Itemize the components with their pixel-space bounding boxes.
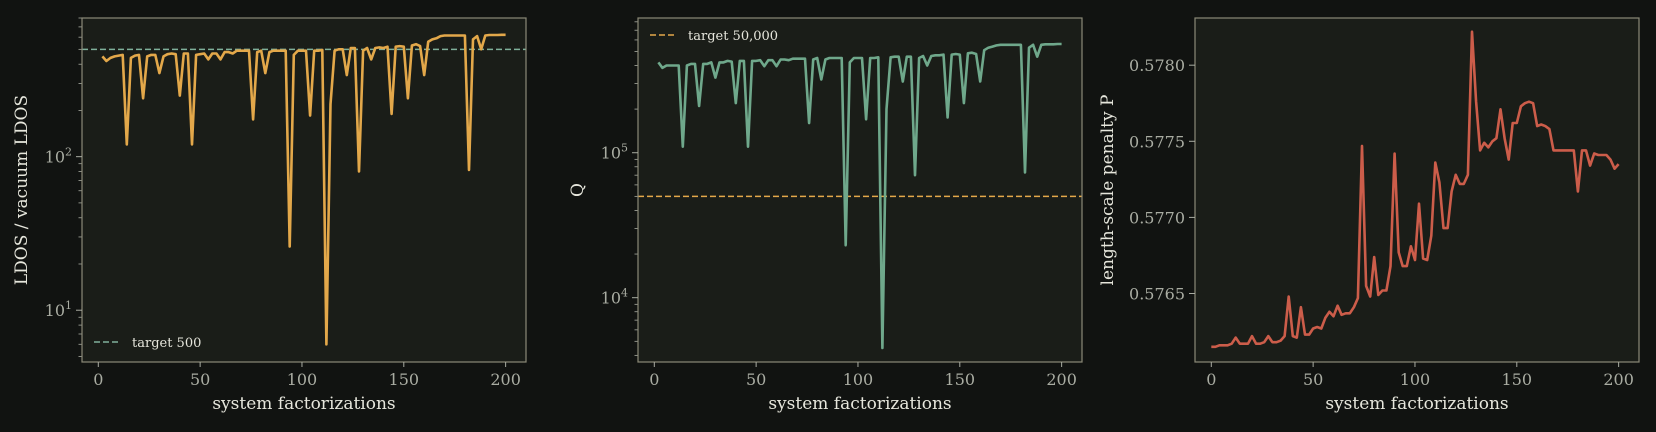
x-tick-label: 200 xyxy=(1603,370,1634,389)
tick-exponent: 4 xyxy=(621,287,628,300)
x-tick-label: 50 xyxy=(746,370,766,389)
x-tick-label: 0 xyxy=(93,370,103,389)
y-tick-label: 0.5775 xyxy=(1129,132,1185,151)
y-tick-label: 105 xyxy=(601,142,628,163)
y-axis-label: length-scale penalty P xyxy=(1098,95,1118,286)
x-axis-label: system factorizations xyxy=(1325,394,1508,414)
y-axis-label: Q xyxy=(568,183,588,197)
legend-label: target 50,000 xyxy=(688,29,778,44)
chart-panel-3: 0 50 100 150 200 0.5765 0.5770 0.5775 0.5780 syst… xyxy=(1098,17,1640,414)
tick-exponent: 5 xyxy=(621,142,628,155)
x-tick-label: 100 xyxy=(287,370,318,389)
x-tick-label: 100 xyxy=(1400,370,1431,389)
tick-base: 10 xyxy=(601,144,621,163)
y-tick-label: 104 xyxy=(601,287,628,308)
y-tick-label: 101 xyxy=(45,299,72,320)
x-tick-label: 50 xyxy=(1303,370,1323,389)
y-tick-label: 0.5770 xyxy=(1129,208,1185,227)
tick-base: 10 xyxy=(45,148,65,167)
plot-frame xyxy=(1194,17,1640,363)
x-tick-label: 0 xyxy=(1206,370,1216,389)
plot-frame xyxy=(81,17,527,363)
plot-area xyxy=(82,18,526,362)
x-axis-label: system factorizations xyxy=(212,394,395,414)
x-tick-label: 150 xyxy=(389,370,420,389)
tick-base: 10 xyxy=(601,289,621,308)
tick-exponent: 2 xyxy=(65,146,72,159)
data-series-line xyxy=(101,33,506,346)
plot-area xyxy=(638,18,1082,362)
x-tick-label: 0 xyxy=(649,370,659,389)
y-tick-label: 102 xyxy=(45,146,72,167)
x-tick-label: 200 xyxy=(1046,370,1077,389)
tick-exponent: 1 xyxy=(65,299,72,312)
legend-label: target 500 xyxy=(132,336,201,351)
tick-base: 10 xyxy=(45,301,65,320)
x-axis-label: system factorizations xyxy=(768,394,951,414)
y-axis-label: LDOS / vacuum LDOS xyxy=(12,95,32,285)
y-tick-label: 0.5780 xyxy=(1129,56,1185,75)
plot-area xyxy=(1195,18,1639,362)
x-tick-label: 100 xyxy=(843,370,874,389)
plot-frame xyxy=(637,17,1083,363)
x-tick-label: 150 xyxy=(945,370,976,389)
data-series-line xyxy=(657,42,1062,350)
x-tick-label: 50 xyxy=(190,370,210,389)
data-series-line xyxy=(1211,30,1620,349)
x-tick-label: 150 xyxy=(1502,370,1533,389)
x-tick-label: 200 xyxy=(490,370,521,389)
y-tick-label: 0.5765 xyxy=(1129,285,1185,304)
